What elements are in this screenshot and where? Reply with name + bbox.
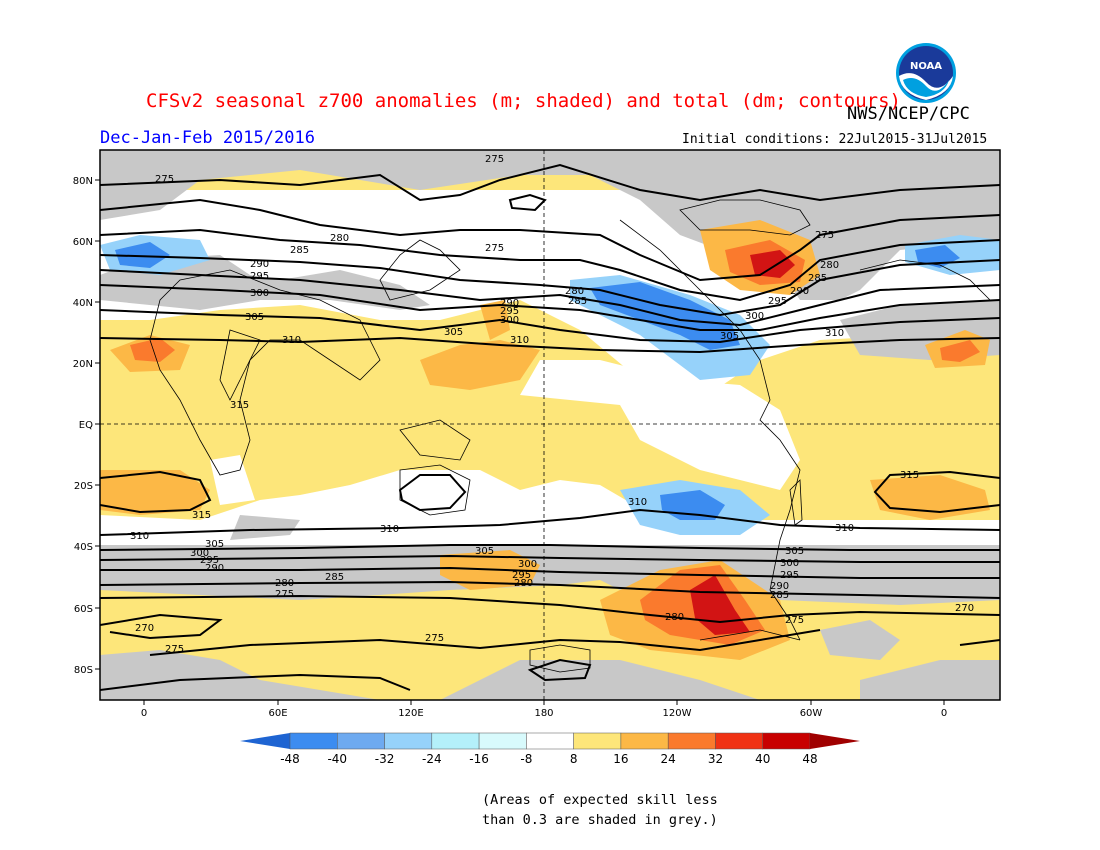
initial-conditions: Initial conditions: 22Jul2015-31Jul2015 [682,132,988,147]
lon-label: 180 [534,708,553,719]
contour-label: 275 [275,589,294,600]
latitude-labels: 80N 60N 40N 20N EQ 20S 40S 60S 80S [73,176,93,676]
contour-label: 285 [568,296,587,307]
contour-value-labels: 275 275 280 285 275 290 295 300 305 310 … [130,154,974,655]
contour-label: 275 [485,243,504,254]
contour-label: 290 [500,298,519,309]
contour-label: 295 [780,570,799,581]
contour-label: 310 [130,531,149,542]
contour-label: 285 [290,245,309,256]
agency-label: NWS/NCEP/CPC [847,104,970,124]
contour-label: 280 [565,286,584,297]
contour-label: 295 [250,271,269,282]
coastlines [149,199,991,673]
skill-footnote-line2: than 0.3 are shaded in grey.) [482,812,718,828]
contour-label: 275 [425,633,444,644]
lat-label: 20S [74,481,93,492]
lat-label: 40N [73,298,93,309]
contour-label: 300 [518,559,537,570]
contour-label: 300 [780,558,799,569]
lon-label: 60W [800,708,823,719]
contour-label: 275 [815,230,834,241]
contour-label: 275 [485,154,504,165]
lon-label: 120W [663,708,692,719]
contour-label: 280 [665,612,684,623]
contour-label: 280 [820,260,839,271]
skill-footnote-line1: (Areas of expected skill less [482,792,718,808]
contour-label: 310 [510,335,529,346]
contour-label: 285 [770,590,789,601]
contour-label: 310 [628,497,647,508]
map-frame [99,149,1001,701]
svg-text:NOAA: NOAA [910,61,942,72]
contour-label: 285 [325,572,344,583]
contour-label: 305 [785,546,804,557]
contour-label: 305 [720,331,739,342]
contour-label: 275 [165,644,184,655]
contour-label: 280 [330,233,349,244]
contour-label: 300 [250,288,269,299]
contour-label: 295 [500,306,519,317]
contour-label: 315 [230,400,249,411]
page-title: CFSv2 seasonal z700 anomalies (m; shaded… [146,90,901,112]
contour-label: 305 [444,327,463,338]
contour-label: 310 [825,328,844,339]
lat-label: 80N [73,176,93,187]
height-contours [100,163,1000,691]
contour-label: 270 [955,603,974,614]
contour-label: 310 [835,523,854,534]
lon-label: 120E [398,708,423,719]
axis-ticks [95,179,945,705]
contour-label: 315 [192,510,211,521]
contour-label: 285 [808,273,827,284]
contour-label: 290 [250,259,269,270]
contour-label: 270 [135,623,154,634]
lat-label: 60N [73,237,93,248]
contour-label: 300 [500,315,519,326]
noaa-logo: NOAA [896,43,956,103]
lat-label: EQ [79,420,93,431]
contour-label: 305 [245,312,264,323]
contour-label: 305 [205,539,224,550]
contour-label: 305 [475,546,494,557]
contour-label: 290 [770,581,789,592]
contour-label: 300 [745,311,764,322]
contour-label: 315 [900,470,919,481]
lon-label: 60E [268,708,287,719]
contour-label: 290 [790,286,809,297]
forecast-period: Dec-Jan-Feb 2015/2016 [100,128,315,148]
contour-label: 295 [512,570,531,581]
contour-label: 280 [275,578,294,589]
lon-label: 0 [941,708,947,719]
contour-label: 275 [155,174,174,185]
longitude-labels: 0 60E 120E 180 120W 60W 0 [141,708,947,719]
contour-label: 280 [514,578,533,589]
lat-label: 60S [74,604,93,615]
contour-label: 310 [282,335,301,346]
lat-label: 20N [73,359,93,370]
contour-label: 295 [768,296,787,307]
lat-label: 40S [74,542,93,553]
contour-label: 300 [190,548,209,559]
contour-label: 275 [785,615,804,626]
contour-label: 290 [205,563,224,574]
contour-label: 295 [200,555,219,566]
contour-label: 310 [380,524,399,535]
lat-label: 80S [74,665,93,676]
lon-label: 0 [141,708,147,719]
